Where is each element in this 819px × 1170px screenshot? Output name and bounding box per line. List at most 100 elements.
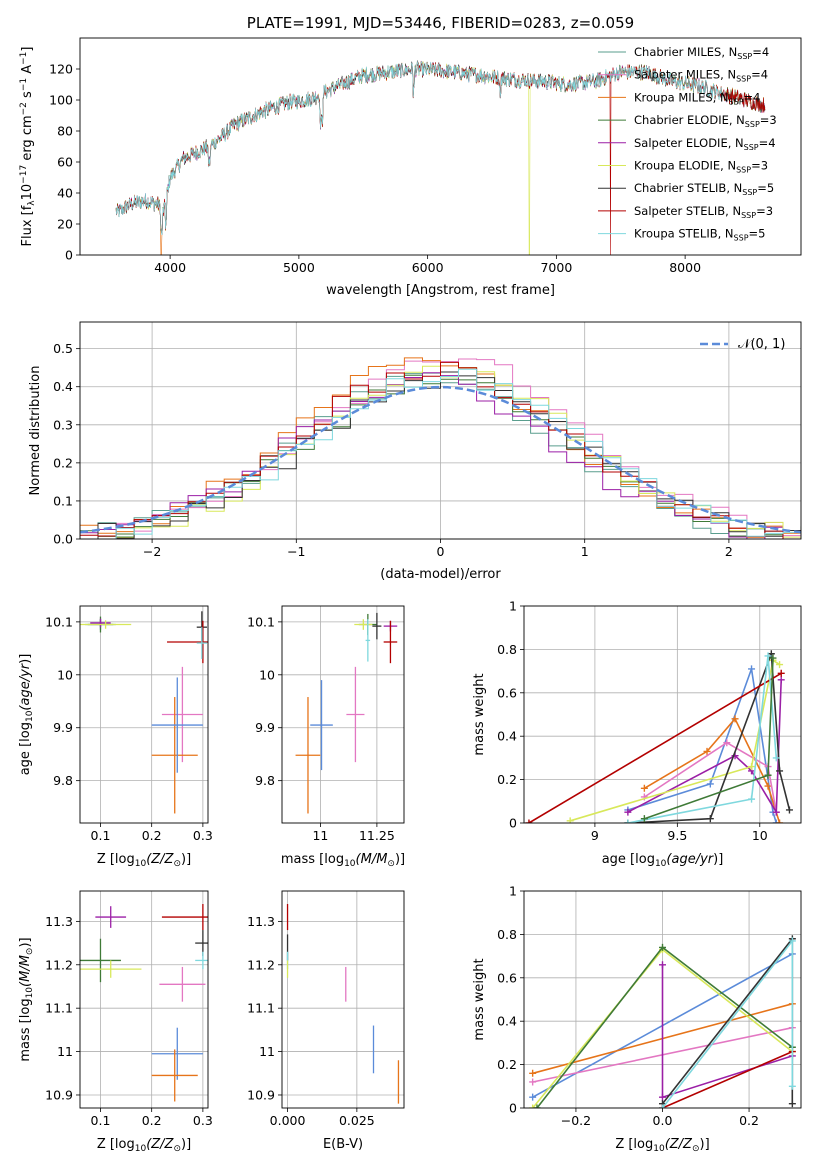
errorbar-point: [151, 1049, 198, 1102]
weight-marker: [748, 665, 756, 673]
weight-marker: [624, 808, 632, 816]
weight-line: [661, 938, 794, 1108]
weight-marker: [788, 937, 796, 945]
label-sub: ⊙: [173, 1144, 181, 1154]
y-tick-label: 0.5: [53, 341, 73, 356]
y-tick-label: 1: [509, 599, 517, 614]
legend-nssp: =3: [751, 159, 768, 173]
legend-entry: Chabrier MILES, NSSP=4: [634, 45, 769, 61]
axes-frame: [281, 605, 405, 824]
x-tick-label: −2: [143, 544, 161, 559]
errorbar-point: [346, 666, 365, 763]
legend-entry: Kroupa ELODIE, NSSP=3: [634, 159, 768, 175]
legend-entry: 𝒩(0, 1): [738, 337, 785, 352]
label-part: )]: [18, 937, 33, 947]
x-tick-label: 6000: [412, 260, 444, 275]
legend-name: Kroupa MILES, N: [634, 90, 729, 104]
x-tick-label: 9: [591, 828, 599, 843]
label-part: Z [log: [97, 1137, 135, 1152]
x-tick-label: 4000: [154, 260, 186, 275]
errorbar-point: [151, 677, 203, 773]
label-sub: 10: [25, 710, 35, 722]
label-part: )]: [395, 852, 405, 867]
weight-marker: [659, 1093, 666, 1101]
label-part: (age/yr: [666, 852, 714, 867]
weight-line: [643, 741, 778, 813]
y-tick-label: 11.2: [247, 957, 275, 972]
weight-line: [528, 672, 782, 823]
y-tick-label: 0.2: [497, 1057, 517, 1072]
weight-marker: [533, 1104, 541, 1108]
weight-marker: [706, 815, 714, 823]
weight-marker: [748, 795, 756, 803]
legend-entry: Kroupa MILES, NSSP=4: [634, 90, 760, 106]
errorbar-point: [151, 1027, 203, 1080]
legend-sub: SSP: [734, 234, 749, 243]
x-axis-label: Z [log10(Z/Z⊙)]: [615, 1137, 709, 1154]
x-tick-label: −1: [287, 544, 305, 559]
legend-name: Salpeter STELIB, N: [634, 204, 741, 218]
weight-marker: [525, 819, 533, 823]
y-axis-label: mass [log10(M/M⊙)]: [18, 937, 35, 1061]
label-part: (M/M: [356, 852, 388, 867]
y-axis-label-part: ]: [20, 47, 35, 52]
weight-line: [569, 658, 781, 822]
errorbar-point: [90, 618, 111, 628]
label-sub: 10: [655, 859, 667, 869]
weight-marker: [529, 1069, 537, 1077]
errorbar-point: [80, 938, 121, 983]
weight-marker: [776, 767, 784, 775]
y-axis-label-part: Flux [f: [20, 205, 35, 246]
x-tick-label: 9.5: [667, 828, 687, 843]
x-tick-label: 0.1: [91, 828, 111, 843]
weight-marker: [731, 715, 739, 723]
label-sub: 10: [344, 859, 356, 869]
x-axis-label: wavelength [Angstrom, rest frame]: [326, 283, 555, 298]
label-part: age [log: [602, 852, 655, 867]
label-part: )]: [713, 852, 723, 867]
spectrum-line: [115, 60, 766, 255]
y-tick-label: 0.4: [497, 729, 517, 744]
legend-sub: SSP: [745, 120, 760, 129]
weight-marker: [764, 771, 772, 779]
weight-marker: [788, 1082, 796, 1090]
y-axis-label-part: −2: [19, 102, 29, 115]
legend-nssp: =5: [757, 181, 774, 195]
legend-entry: Salpeter ELODIE, NSSP=4: [634, 136, 776, 152]
legend-nssp: =4: [752, 45, 769, 59]
legend-sub: SSP: [736, 166, 751, 175]
y-axis-label: mass weight: [472, 958, 487, 1040]
label-part: (age/yr: [18, 662, 33, 710]
axes-frame: [281, 890, 405, 1109]
legend-entry: Chabrier ELODIE, NSSP=3: [634, 113, 777, 129]
weight-marker: [566, 817, 574, 823]
y-tick-label: 0.1: [53, 493, 73, 508]
label-sub: ⊙: [25, 948, 35, 956]
x-tick-label: 0.025: [339, 1113, 375, 1128]
x-axis-label: Z [log10(Z/Z⊙)]: [97, 1137, 191, 1154]
legend-nssp: =4: [751, 68, 768, 82]
legend-sub: SSP: [741, 211, 756, 220]
label-sub: 10: [25, 987, 35, 999]
legend-name: Chabrier ELODIE, N: [634, 113, 745, 127]
y-tick-label: 11: [259, 1044, 275, 1059]
y-tick-label: 11.3: [247, 914, 275, 929]
x-tick-label: 11.25: [359, 828, 395, 843]
errorbar-point: [354, 619, 373, 630]
y-axis-label: mass weight: [472, 673, 487, 755]
residuals-axes: −2 −1 0 1 2 0.0 0.1 0.2 0.3 0.4 0.5 (data-model)/er…: [28, 321, 802, 582]
y-axis-label-part: −17: [19, 165, 29, 184]
weight-marker: [529, 1078, 537, 1086]
y-tick-label: 9.9: [53, 720, 73, 735]
legend-sub: SSP: [744, 143, 759, 152]
axes-frame: [79, 605, 209, 824]
weight-line: [627, 655, 778, 823]
x-axis-label: E(B-V): [323, 1137, 363, 1152]
weight-marker: [764, 652, 772, 660]
y-tick-label: 11.3: [45, 914, 73, 929]
y-tick-label: 0: [509, 1101, 517, 1116]
weight-marker: [659, 961, 666, 969]
weight-marker: [659, 1104, 666, 1108]
x-tick-label: 0.000: [270, 1113, 306, 1128]
